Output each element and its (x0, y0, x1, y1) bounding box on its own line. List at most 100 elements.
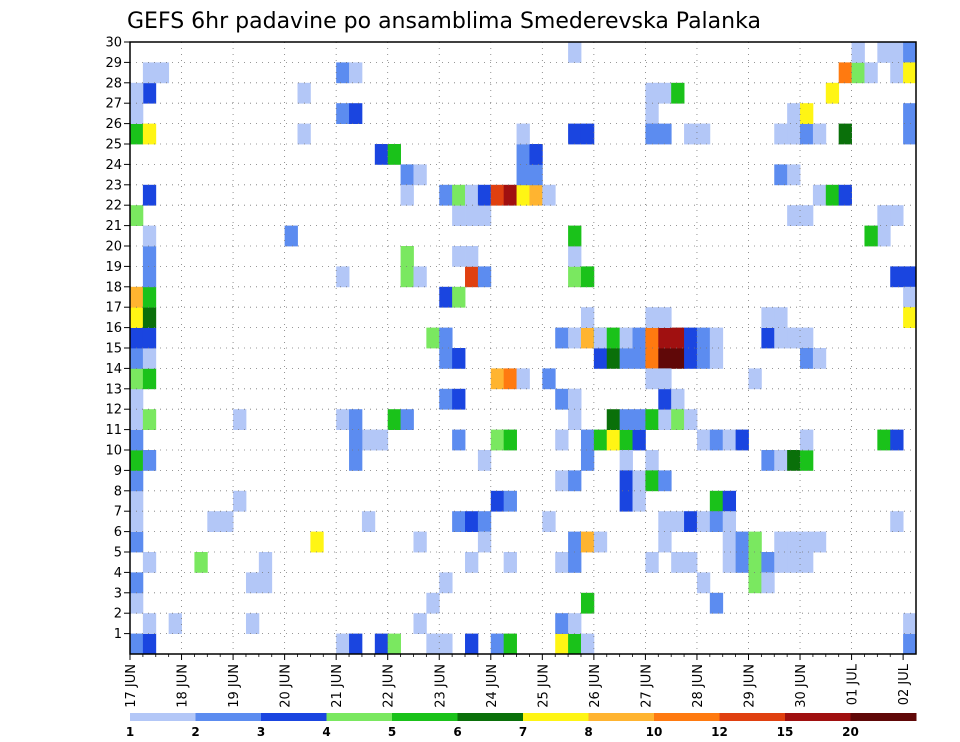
heatmap-cell (155, 62, 170, 84)
heatmap-cell (336, 409, 350, 430)
heatmap-cell (490, 429, 505, 451)
heatmap-cell (619, 450, 633, 471)
heatmap-cell (838, 184, 852, 206)
heatmap-cell (413, 531, 427, 553)
heatmap-cell (477, 266, 492, 288)
heatmap-cell (336, 266, 350, 288)
heatmap-cell (142, 327, 157, 349)
heatmap-cell (593, 531, 608, 553)
heatmap-cell (812, 123, 827, 145)
legend-color-swatch (261, 713, 327, 721)
heatmap-cell (748, 368, 762, 390)
heatmap-cell (748, 572, 762, 594)
heatmap-cell (374, 633, 389, 655)
x-tick-label: 29 JUN (742, 664, 757, 708)
heatmap-cell (542, 368, 556, 390)
heatmap-cell (503, 429, 517, 451)
heatmap-cell (709, 327, 724, 349)
heatmap-cell (555, 633, 569, 655)
heatmap-cell (426, 327, 440, 349)
heatmap-cell (864, 225, 878, 247)
heatmap-cell (310, 531, 324, 553)
heatmap-cell (800, 450, 814, 471)
heatmap-cell (465, 246, 479, 267)
heatmap-cell (709, 429, 724, 451)
heatmap-cell (142, 409, 157, 430)
legend-color-swatch (326, 713, 393, 721)
heatmap-cell (142, 552, 157, 573)
heatmap-cell (349, 633, 363, 655)
grid-lines (130, 42, 916, 654)
heatmap-cell (645, 348, 659, 369)
y-tick-label: 13 (105, 382, 122, 397)
heatmap-cell (555, 429, 569, 451)
heatmap-cell (465, 205, 479, 226)
heatmap-cell (490, 490, 505, 512)
heatmap-cell (130, 103, 144, 124)
heatmap-cell (142, 613, 157, 634)
heatmap-cell (619, 429, 633, 451)
x-tick-label: 20 JUN (279, 664, 294, 708)
y-tick-label: 27 (105, 97, 122, 112)
heatmap-cell (877, 429, 891, 451)
heatmap-cell (619, 470, 633, 492)
y-tick-label: 6 (114, 525, 122, 540)
heatmap-cell (903, 286, 917, 308)
heatmap-cell (142, 368, 157, 390)
x-tick-label: 22 JUN (382, 664, 397, 708)
heatmap-cell (903, 307, 917, 328)
heatmap-cell (658, 82, 672, 104)
chart-title: GEFS 6hr padavine po ansamblima Smederev… (127, 9, 761, 34)
heatmap-cell (130, 511, 144, 532)
heatmap-cell (207, 511, 221, 532)
heatmap-cell (477, 511, 492, 532)
heatmap-cell (800, 531, 814, 553)
heatmap-cell (903, 613, 917, 634)
heatmap-cell (142, 348, 157, 369)
heatmap-cell (761, 450, 775, 471)
heatmap-cell (439, 286, 453, 308)
heatmap-cell (748, 531, 762, 553)
heatmap-cell (671, 511, 685, 532)
heatmap-cell (787, 103, 801, 124)
heatmap-cell (787, 164, 801, 186)
heatmap-cell (142, 62, 157, 84)
heatmap-cells (130, 42, 917, 655)
heatmap-cell (890, 42, 904, 63)
heatmap-cell (709, 592, 724, 614)
heatmap-cell (787, 327, 801, 349)
heatmap-cell (645, 307, 659, 328)
heatmap-cell (903, 633, 917, 655)
heatmap-cell (516, 144, 530, 165)
heatmap-cell (722, 531, 737, 553)
heatmap-cell (774, 164, 788, 186)
heatmap-cell (735, 429, 749, 451)
heatmap-cell (490, 184, 505, 206)
heatmap-cell (645, 409, 659, 430)
heatmap-cell (645, 450, 659, 471)
heatmap-cell (413, 164, 427, 186)
y-tick-label: 29 (105, 56, 122, 71)
heatmap-cell (658, 327, 672, 349)
heatmap-cell (130, 490, 144, 512)
heatmap-cell (645, 103, 659, 124)
heatmap-cell (761, 552, 775, 573)
heatmap-cell (568, 552, 582, 573)
legend-level-label: 6 (453, 725, 461, 739)
heatmap-cell (658, 531, 672, 553)
heatmap-cell (877, 205, 891, 226)
heatmap-cell (580, 429, 595, 451)
heatmap-cell (568, 327, 582, 349)
heatmap-cell (580, 123, 595, 145)
heatmap-cell (658, 511, 672, 532)
heatmap-cell (606, 409, 621, 430)
legend-color-swatch (785, 713, 851, 721)
heatmap-cell (516, 123, 530, 145)
heatmap-cell (387, 633, 401, 655)
heatmap-cell (890, 266, 904, 288)
heatmap-cell (696, 327, 711, 349)
heatmap-cell (555, 613, 569, 634)
heatmap-cell (465, 511, 479, 532)
y-tick-label: 12 (105, 403, 122, 418)
heatmap-cell (130, 388, 144, 410)
